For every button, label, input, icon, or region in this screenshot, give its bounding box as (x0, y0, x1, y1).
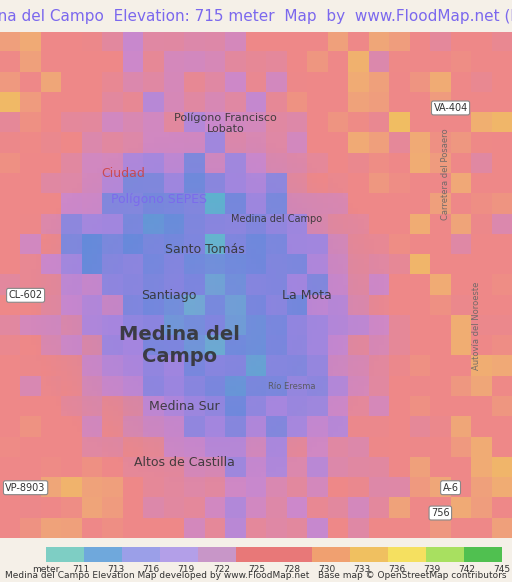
Bar (46, 547, 84, 562)
Text: Medina del Campo  Elevation: 715 meter  Map  by  www.FloodMap.net (beta): Medina del Campo Elevation: 715 meter Ma… (0, 9, 512, 23)
Text: 739: 739 (423, 565, 440, 573)
Bar (122, 547, 160, 562)
Text: 745: 745 (493, 565, 510, 573)
Bar (236, 547, 274, 562)
Bar (274, 547, 312, 562)
Text: A-6: A-6 (442, 482, 459, 493)
Text: Base map © OpenStreetMap contributors: Base map © OpenStreetMap contributors (318, 571, 507, 580)
Bar (426, 547, 464, 562)
Text: Medina del Campo Elevation Map developed by www.FloodMap.net: Medina del Campo Elevation Map developed… (5, 571, 309, 580)
Text: Santo Tomás: Santo Tomás (165, 243, 245, 256)
Text: 728: 728 (283, 565, 300, 573)
Text: 722: 722 (213, 565, 230, 573)
Text: 736: 736 (388, 565, 405, 573)
Text: Polígono Francisco
Lobato: Polígono Francisco Lobato (174, 112, 276, 134)
Text: CL-602: CL-602 (9, 290, 42, 300)
Bar (312, 547, 350, 562)
Text: 756: 756 (431, 508, 450, 518)
Text: Ciudad: Ciudad (101, 167, 145, 180)
Text: Medina del
Campo: Medina del Campo (119, 325, 240, 367)
Text: 711: 711 (73, 565, 90, 573)
Bar (84, 547, 122, 562)
Text: meter: meter (32, 565, 60, 573)
Text: Polígono SEPES: Polígono SEPES (111, 193, 207, 205)
Text: 730: 730 (318, 565, 335, 573)
Bar (198, 547, 236, 562)
Text: Santiago: Santiago (141, 289, 197, 302)
Text: 716: 716 (143, 565, 160, 573)
Bar (160, 547, 198, 562)
Text: La Mota: La Mota (282, 289, 332, 302)
Text: 725: 725 (248, 565, 265, 573)
Bar (388, 547, 426, 562)
Text: VA-404: VA-404 (434, 103, 467, 113)
Text: 742: 742 (458, 565, 475, 573)
Text: Carretera del Posaero: Carretera del Posaero (441, 128, 450, 219)
Text: 713: 713 (108, 565, 125, 573)
Text: 719: 719 (178, 565, 195, 573)
Text: Río Eresma: Río Eresma (268, 382, 315, 391)
Text: Medina Sur: Medina Sur (149, 400, 220, 413)
Text: Autovía del Noroeste: Autovía del Noroeste (472, 282, 481, 370)
Text: VP-8903: VP-8903 (6, 482, 46, 493)
Bar (350, 547, 388, 562)
Text: Altos de Castilla: Altos de Castilla (134, 456, 235, 469)
Text: Medina del Campo: Medina del Campo (231, 214, 322, 224)
Bar (464, 547, 502, 562)
Text: 733: 733 (353, 565, 370, 573)
